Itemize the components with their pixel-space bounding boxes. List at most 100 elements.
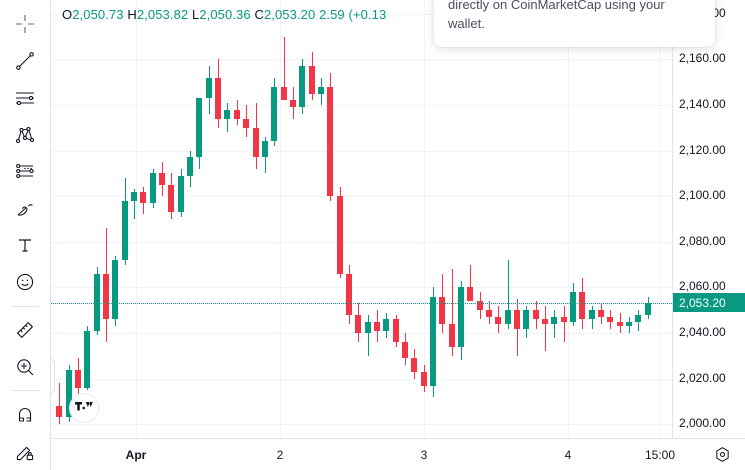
candle-body	[467, 287, 473, 302]
gridline-horizontal	[51, 196, 672, 198]
time-axis[interactable]: Apr 2 3 4 15:00	[51, 438, 745, 470]
candle-wick	[368, 314, 369, 356]
open-value: 2,050.73	[72, 7, 124, 22]
candle-body	[103, 273, 109, 320]
low-label: L	[191, 7, 200, 22]
candle-body	[374, 321, 380, 331]
candle-body	[131, 191, 137, 201]
candle-body	[570, 292, 576, 322]
candle-body	[337, 196, 343, 274]
candle-body	[495, 317, 501, 324]
candle-body	[94, 273, 100, 331]
ohlc-legend: O2,050.73 H2,053.82 L2,050.36 C2,053.20 …	[62, 7, 386, 22]
price-axis-tick: 2,020.00	[679, 370, 726, 385]
candle-body	[355, 314, 361, 334]
candle-body	[430, 296, 436, 386]
candle-body	[402, 342, 408, 359]
candle-body	[598, 310, 604, 318]
change-percent: (+0.13	[348, 7, 387, 22]
brush-tool[interactable]	[8, 192, 42, 225]
candle-wick	[545, 305, 546, 352]
price-axis-tick: 2,120.00	[679, 142, 726, 157]
promo-tooltip: You can now trade your favorite tokens d…	[434, 0, 715, 47]
candle-body	[150, 173, 156, 204]
measure-ruler-tool[interactable]	[8, 314, 42, 347]
candle-body	[262, 141, 268, 158]
gridline-horizontal	[51, 59, 672, 61]
candle-wick	[508, 260, 509, 329]
price-axis[interactable]: 2,053.20 2,180.002,160.002,140.002,120.0…	[672, 0, 745, 438]
emoji-tool[interactable]	[8, 266, 42, 299]
drawing-lock-tool[interactable]	[8, 435, 42, 468]
trend-line-tool[interactable]	[8, 45, 42, 78]
candle-body	[309, 66, 315, 94]
candle-body	[486, 310, 492, 318]
candle-body	[514, 310, 520, 329]
candle-wick	[452, 269, 453, 356]
magnet-tool[interactable]	[8, 398, 42, 431]
candle-body	[607, 317, 613, 322]
low-value: 2,050.36	[199, 7, 251, 22]
gridline-horizontal	[51, 13, 672, 15]
time-axis-tick: 15:00	[644, 448, 676, 462]
candle-body	[533, 310, 539, 320]
chart-settings-icon[interactable]	[714, 446, 731, 468]
candle-body	[215, 77, 221, 119]
candle-body	[318, 86, 324, 94]
promo-text: You can now trade your favorite tokens d…	[448, 0, 665, 31]
candle-body	[159, 173, 165, 185]
crosshair-cursor-tool[interactable]	[8, 8, 42, 41]
horizontal-lines-tool[interactable]	[8, 82, 42, 115]
candlestick-series	[51, 0, 672, 438]
candle-body	[234, 109, 240, 119]
price-axis-tick: 2,080.00	[679, 233, 726, 248]
candle-body	[617, 321, 623, 327]
collapse-toolbar-handle[interactable]	[51, 357, 55, 394]
price-axis-tick: 2,160.00	[679, 51, 726, 66]
candle-body	[458, 287, 464, 347]
candle-body	[411, 358, 417, 372]
candle-body	[290, 100, 296, 108]
drawing-toolbar	[0, 0, 51, 470]
elliott-wave-tool[interactable]	[8, 119, 42, 152]
gridline-horizontal	[51, 333, 672, 335]
gridline-vertical	[660, 0, 661, 438]
candle-body	[421, 371, 427, 386]
candle-body	[206, 77, 212, 99]
fib-retracement-tool[interactable]	[8, 155, 42, 188]
candle-body	[196, 98, 202, 158]
candle-body	[589, 310, 595, 320]
candle-body	[579, 292, 585, 320]
candle-body	[66, 369, 72, 418]
gridline-vertical	[424, 0, 425, 438]
text-tool[interactable]	[8, 229, 42, 262]
candle-body	[393, 319, 399, 343]
candle-body	[439, 296, 445, 324]
candle-body	[140, 191, 146, 204]
gridline-vertical	[568, 0, 569, 438]
candle-body	[224, 109, 230, 119]
tradingview-logo[interactable]	[69, 393, 99, 423]
candle-body	[505, 310, 511, 324]
time-axis-tick: 3	[420, 448, 428, 462]
time-axis-tick: Apr	[125, 448, 147, 462]
candle-body	[168, 184, 174, 213]
candle-body	[75, 369, 81, 388]
price-axis-tick: 2,100.00	[679, 188, 726, 203]
candle-body	[327, 86, 333, 197]
candle-body	[551, 317, 557, 324]
gridline-horizontal	[51, 287, 672, 289]
candle-body	[122, 200, 128, 261]
candle-body	[561, 317, 567, 322]
toolbar-divider-1	[11, 305, 39, 307]
zoom-in-tool[interactable]	[8, 351, 42, 384]
high-label: H	[127, 7, 137, 22]
candle-wick	[564, 305, 565, 343]
candle-body	[346, 273, 352, 315]
current-price-badge: 2,053.20	[673, 293, 745, 313]
chart-plot-area[interactable]	[51, 0, 672, 438]
gridline-vertical	[280, 0, 281, 438]
candle-body	[383, 319, 389, 331]
close-value: 2,053.20	[263, 7, 316, 22]
candle-wick	[284, 36, 285, 96]
